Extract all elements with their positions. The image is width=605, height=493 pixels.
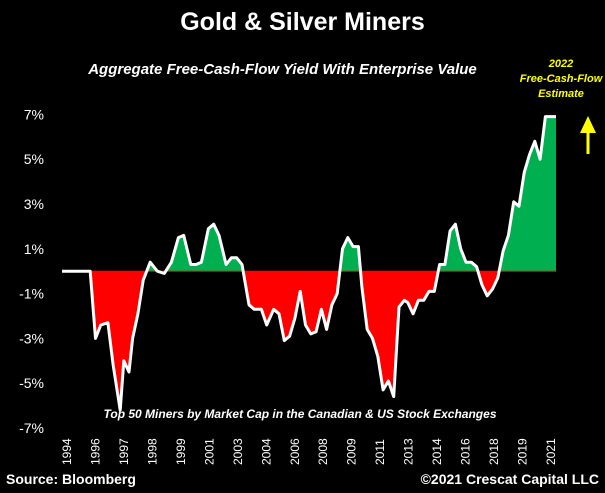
x-tick-label: 2016 — [459, 438, 473, 465]
x-tick-label: 2014 — [430, 438, 444, 465]
y-tick-label: -3% — [19, 330, 44, 346]
y-tick-label: -5% — [19, 375, 44, 391]
fcf-yield-line — [62, 115, 556, 412]
y-tick-label: 5% — [24, 151, 44, 167]
annotation-year: 2022 — [548, 58, 574, 70]
copyright-label: ©2021 Crescat Capital LLC — [420, 471, 599, 487]
x-tick-label: 1994 — [60, 438, 74, 465]
x-tick-label: 2008 — [316, 438, 330, 465]
x-tick-label: 2011 — [373, 439, 387, 465]
chart-subtitle: Aggregate Free-Cash-Flow Yield With Ente… — [88, 61, 477, 78]
x-tick-label: 1997 — [117, 438, 131, 465]
y-axis-ticks: 7% 5% 3% 1% -1% -3% -5% -7% — [19, 106, 44, 436]
chart-note: Top 50 Miners by Market Cap in the Canad… — [103, 407, 497, 421]
y-tick-label: -7% — [19, 420, 44, 436]
x-tick-label: 2004 — [259, 438, 273, 465]
source-label: Source: Bloomberg — [6, 471, 136, 487]
x-tick-label: 1999 — [174, 438, 188, 465]
x-tick-label: 2019 — [516, 438, 530, 465]
positive-area — [62, 116, 556, 272]
annotation-label: Free-Cash-Flow — [519, 73, 603, 85]
y-tick-label: 7% — [24, 106, 44, 122]
x-tick-label: 2013 — [402, 438, 416, 465]
y-tick-label: -1% — [19, 286, 44, 302]
x-tick-label: 2009 — [345, 438, 359, 465]
x-tick-label: 2001 — [202, 438, 216, 465]
x-tick-label: 1996 — [88, 438, 102, 465]
x-tick-label: 2021 — [544, 438, 558, 465]
chart-title: Gold & Silver Miners — [180, 8, 425, 36]
x-tick-label: 2018 — [487, 438, 501, 465]
x-tick-label: 2003 — [231, 438, 245, 465]
x-axis-ticks: 1994 1996 1997 1998 1999 2001 2003 2004 2006 2008… — [60, 438, 558, 465]
annotation-estimate: Estimate — [538, 88, 584, 100]
estimate-annotation: 2022 Free-Cash-Flow Estimate — [506, 57, 605, 102]
x-tick-label: 2006 — [288, 438, 302, 465]
negative-area — [90, 271, 500, 411]
y-tick-label: 1% — [24, 241, 44, 257]
x-tick-label: 1998 — [145, 438, 159, 465]
up-arrow-icon — [580, 116, 596, 154]
y-tick-label: 3% — [24, 196, 44, 212]
